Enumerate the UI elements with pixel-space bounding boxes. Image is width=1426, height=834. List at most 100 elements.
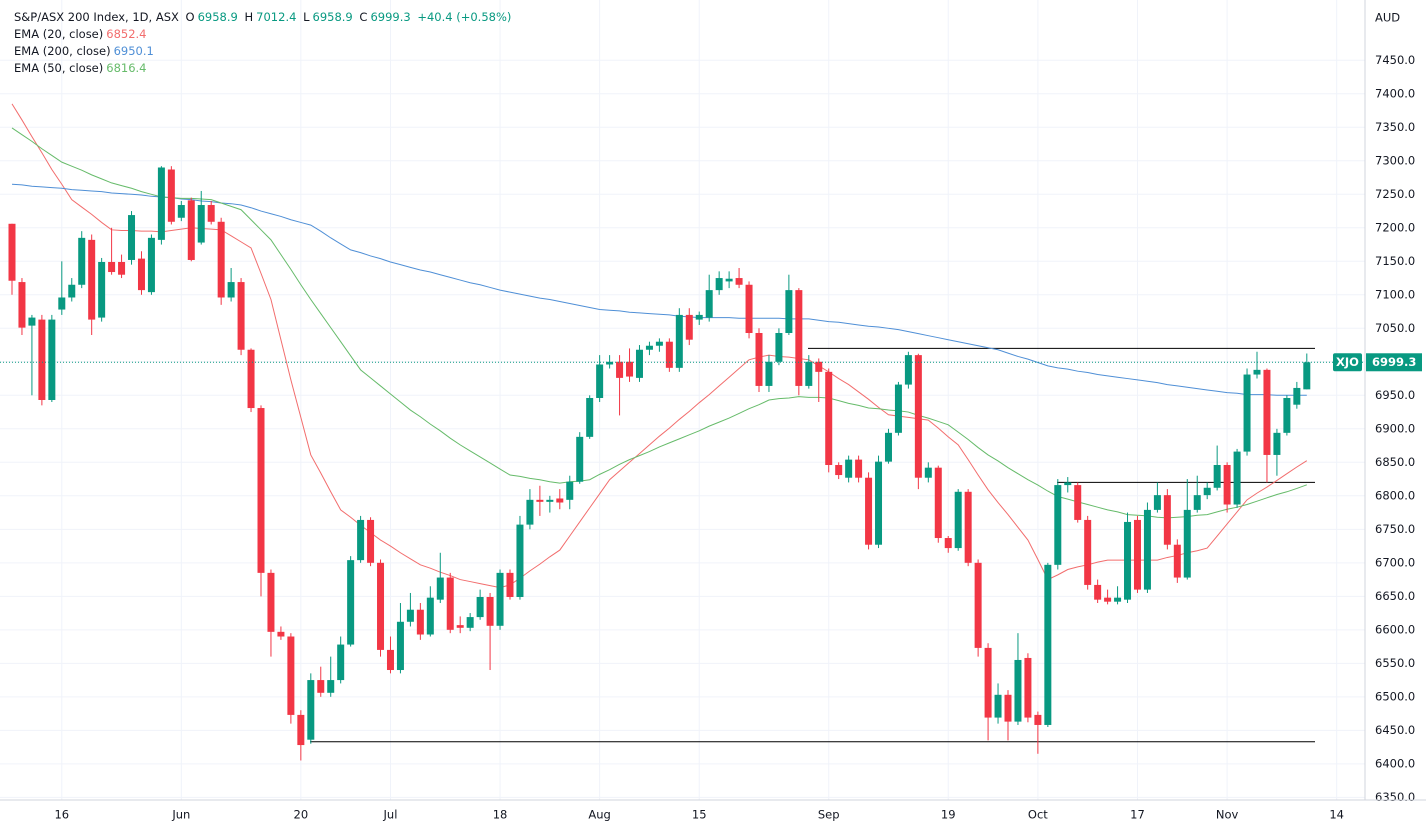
- candle-body: [556, 498, 564, 503]
- candle-body: [327, 680, 335, 693]
- candle-body: [317, 680, 325, 693]
- candle-body: [1034, 714, 1042, 725]
- candle-body: [1243, 374, 1251, 452]
- candle-body: [914, 355, 922, 478]
- candle-body: [1233, 451, 1241, 505]
- x-tick-label: Oct: [1028, 808, 1048, 822]
- candle-body: [1143, 509, 1151, 590]
- legend-name: EMA (50, close): [14, 61, 104, 75]
- candle-body: [496, 572, 504, 626]
- candle-body: [456, 625, 464, 628]
- candle-body: [416, 609, 424, 635]
- candle-body: [1253, 369, 1261, 375]
- candle-body: [1153, 495, 1161, 510]
- candle-body: [1283, 397, 1291, 433]
- candle-body: [68, 284, 76, 298]
- change-label: +40.4 (+0.58%): [417, 10, 512, 24]
- title: S&P/ASX 200 Index, 1D, ASX: [14, 10, 179, 24]
- y-tick-label: 6500.0: [1375, 689, 1415, 703]
- candle-body: [884, 432, 892, 462]
- y-tick-label: 6700.0: [1375, 555, 1415, 569]
- candle-body: [725, 278, 733, 282]
- candle-body: [795, 290, 803, 386]
- candle-body: [167, 169, 175, 222]
- candle-body: [735, 278, 743, 285]
- x-tick-label: Sep: [818, 808, 840, 822]
- y-tick-label: 7450.0: [1375, 53, 1415, 67]
- high-value: 7012.4: [256, 10, 297, 24]
- candle-body: [337, 644, 345, 681]
- candle-body: [934, 467, 942, 539]
- candle-body: [685, 314, 693, 340]
- x-tick-label: 16: [54, 808, 69, 822]
- candle-body: [785, 290, 793, 333]
- candle-body: [267, 572, 275, 632]
- candle-body: [1084, 519, 1092, 585]
- y-tick-label: 7350.0: [1375, 120, 1415, 134]
- ohlc-letter: O: [185, 10, 195, 24]
- candle-body: [516, 524, 524, 597]
- y-tick-label: 7050.0: [1375, 321, 1415, 335]
- candle-body: [1004, 694, 1012, 722]
- candle-body: [645, 345, 653, 350]
- candle-body: [665, 341, 673, 368]
- candle-body: [1163, 495, 1171, 545]
- x-tick-label: 18: [493, 808, 508, 822]
- candle-body: [486, 596, 494, 626]
- candle-body: [128, 215, 136, 260]
- candle-body: [1133, 519, 1141, 590]
- candle-body: [755, 332, 763, 386]
- close-value: 6999.3: [370, 10, 411, 24]
- candle-body: [536, 499, 544, 502]
- price-tag: 6999.3: [1372, 355, 1416, 369]
- currency-label: AUD: [1375, 11, 1400, 25]
- y-tick-label: 6350.0: [1375, 790, 1415, 804]
- candle-body: [1223, 464, 1231, 505]
- candle-body: [187, 200, 195, 260]
- x-tick-label: Jul: [383, 808, 398, 822]
- candle-body: [1303, 362, 1311, 390]
- candle-body: [386, 649, 394, 671]
- candle-body: [347, 560, 355, 645]
- legend: S&P/ASX 200 Index, 1D, ASX O 6958.9 H 7012…: [14, 9, 514, 77]
- ema-line: [11, 127, 1307, 519]
- candle-body: [446, 577, 454, 630]
- legend-value: 6852.4: [106, 27, 147, 41]
- header-row: S&P/ASX 200 Index, 1D, ASX O 6958.9 H 7012…: [14, 9, 514, 26]
- candle-body: [357, 519, 365, 561]
- candle-body: [78, 237, 86, 285]
- candle-body: [606, 361, 614, 365]
- y-tick-label: 6850.0: [1375, 455, 1415, 469]
- candle-body: [48, 319, 56, 400]
- y-tick-label: 7100.0: [1375, 287, 1415, 301]
- candle-body: [964, 491, 972, 563]
- candle-body: [377, 562, 385, 650]
- candle-body: [38, 319, 46, 400]
- candle-body: [675, 314, 683, 368]
- candle-body: [815, 361, 823, 372]
- candle-body: [1064, 482, 1072, 486]
- y-tick-label: 7150.0: [1375, 254, 1415, 268]
- candle-body: [396, 621, 404, 671]
- candle-body: [1203, 487, 1211, 496]
- x-tick-label: Jun: [171, 808, 190, 822]
- candle-body: [1263, 369, 1271, 455]
- legend-value: 6950.1: [113, 44, 154, 58]
- candle-body: [825, 371, 833, 465]
- candle-body: [1054, 485, 1062, 565]
- y-tick-label: 6750.0: [1375, 522, 1415, 536]
- candle-body: [984, 647, 992, 718]
- candle-body: [894, 384, 902, 433]
- candle-body: [197, 205, 205, 243]
- y-tick-label: 6800.0: [1375, 488, 1415, 502]
- x-tick-label: 20: [294, 808, 309, 822]
- ohlc-letter: L: [303, 10, 310, 24]
- candle-body: [88, 239, 96, 320]
- candle-body: [1173, 544, 1181, 578]
- candle-body: [1104, 597, 1112, 602]
- candle-body: [526, 499, 534, 525]
- y-tick-label: 6950.0: [1375, 388, 1415, 402]
- candle-body: [18, 282, 26, 328]
- legend-row: EMA (200, close) 6950.1: [14, 43, 514, 60]
